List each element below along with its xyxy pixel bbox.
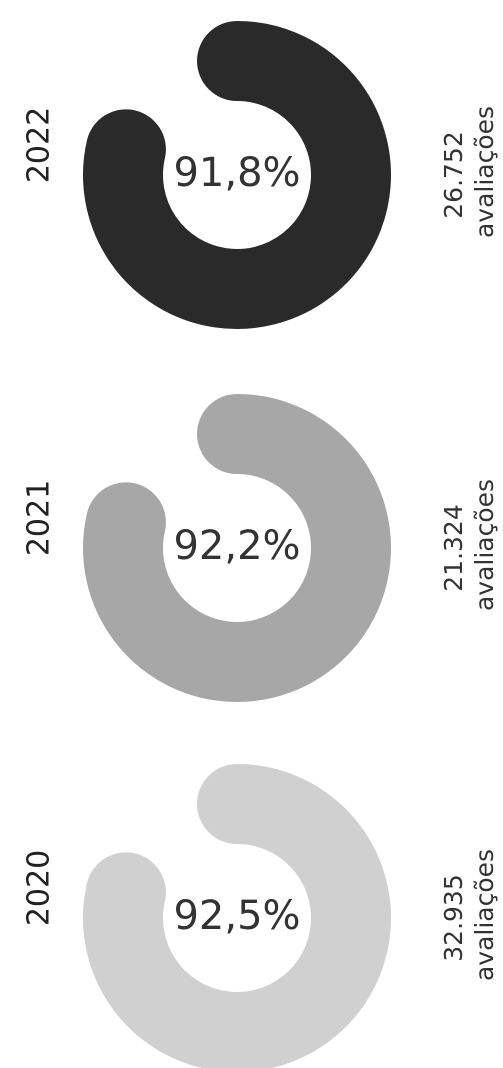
year: 2021 <box>22 480 57 556</box>
count: 26.752 <box>439 131 468 218</box>
count: 21.324 <box>439 504 468 591</box>
arc <box>83 394 391 702</box>
count: 32.935 <box>439 874 468 961</box>
percent: 92,5% <box>173 893 300 939</box>
count-label: avaliações <box>470 849 499 981</box>
year: 2020 <box>22 850 57 926</box>
count-label: avaliações <box>470 479 499 611</box>
percent: 91,8% <box>173 150 300 196</box>
panel: 92,2% 2021 21.324 avaliações <box>22 394 499 702</box>
arc <box>83 764 391 1068</box>
panel: 92,5% 2020 32.935 avaliações <box>22 764 499 1068</box>
percent: 92,2% <box>173 523 300 569</box>
year: 2022 <box>22 107 57 183</box>
count-label: avaliações <box>470 106 499 238</box>
panel: 91,8% 2022 26.752 avaliações <box>22 21 499 329</box>
arc <box>83 21 391 329</box>
